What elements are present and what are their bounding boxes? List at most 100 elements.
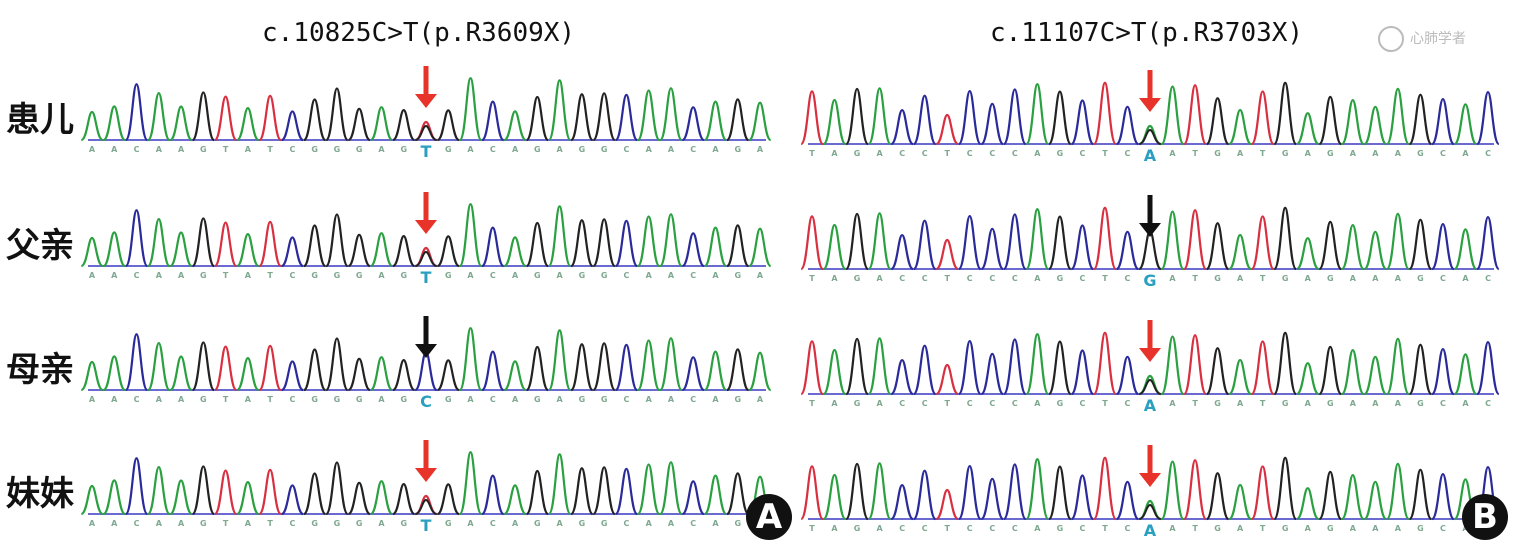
- base-call-letter: T: [944, 399, 950, 408]
- base-call-letter: A: [831, 274, 838, 283]
- base-call-letter: A: [467, 395, 474, 404]
- trace-peak: [867, 87, 892, 146]
- base-call-letter: G: [400, 271, 407, 280]
- base-call-letter: G: [200, 145, 207, 154]
- trace-peak: [592, 92, 616, 142]
- trace-peak: [1183, 459, 1207, 521]
- base-call-letter: C: [989, 524, 995, 533]
- trace-peak: [191, 91, 216, 142]
- base-call-letter: C: [1125, 399, 1131, 408]
- base-call-letter: A: [668, 145, 675, 154]
- trace-peak: [1025, 333, 1050, 396]
- trace-peak: [1318, 220, 1343, 271]
- trace-peak: [1453, 103, 1478, 146]
- trace-peak: [570, 343, 594, 392]
- trace-peak: [725, 224, 750, 268]
- trace-peak: [935, 238, 959, 271]
- trace-peak: [867, 212, 892, 271]
- trace-peak: [325, 461, 349, 516]
- base-call-letter: G: [1327, 274, 1334, 283]
- base-call-letter: G: [1417, 524, 1424, 533]
- base-call-letter: T: [1260, 524, 1266, 533]
- base-call-letter: A: [1350, 524, 1357, 533]
- base-call-letter: A: [646, 519, 653, 528]
- trace-peak: [1138, 378, 1162, 395]
- arrow-down-icon: [415, 220, 437, 234]
- base-call-letter: C: [922, 274, 928, 283]
- trace-peak: [1408, 218, 1433, 271]
- base-call-letter: T: [809, 399, 815, 408]
- base-call-letter: A: [1395, 149, 1402, 158]
- trace-peak: [236, 357, 260, 392]
- base-call-letter: T: [1102, 524, 1108, 533]
- base-call-letter: A: [1372, 149, 1379, 158]
- trace-peak: [1228, 233, 1252, 271]
- base-call-letter: A: [378, 395, 385, 404]
- trace-peak: [370, 356, 393, 392]
- base-call-letter: A: [111, 145, 118, 154]
- trace-peak: [935, 488, 959, 521]
- trace-peak: [1296, 487, 1320, 521]
- trace-peak: [614, 467, 639, 516]
- trace-peak: [102, 231, 126, 268]
- trace-peak: [1047, 465, 1072, 521]
- panel-a-badge: A: [746, 494, 792, 540]
- base-call-letter: G: [200, 271, 207, 280]
- base-call-letter: A: [1144, 396, 1157, 415]
- base-call-letter: C: [1125, 149, 1131, 158]
- base-call-letter: C: [420, 392, 432, 411]
- trace-peak: [281, 236, 304, 268]
- trace-peak: [890, 358, 914, 396]
- base-call-letter: T: [267, 395, 273, 404]
- base-call-letter: T: [267, 519, 273, 528]
- base-call-letter: C: [623, 395, 629, 404]
- trace-peak: [1431, 97, 1455, 146]
- base-call-letter: G: [601, 519, 608, 528]
- trace-peak: [1025, 458, 1050, 521]
- base-call-letter: G: [311, 271, 318, 280]
- trace-peak: [547, 329, 572, 392]
- trace-peak: [415, 250, 437, 267]
- base-call-letter: A: [178, 271, 185, 280]
- trace-peak: [370, 232, 393, 268]
- trace-peak: [725, 472, 750, 516]
- base-call-letter: G: [311, 519, 318, 528]
- base-call-letter: T: [944, 149, 950, 158]
- base-call-letter: T: [223, 395, 229, 404]
- trace-peak: [525, 95, 550, 142]
- trace-peak: [281, 110, 304, 142]
- base-call-letter: G: [200, 395, 207, 404]
- base-call-letter: C: [1485, 274, 1491, 283]
- base-call-letter: C: [623, 145, 629, 154]
- trace-peak: [124, 209, 149, 268]
- trace-peak: [503, 484, 527, 516]
- base-call-letter: A: [1462, 149, 1469, 158]
- base-call-letter: G: [534, 271, 541, 280]
- base-call-letter: A: [556, 519, 563, 528]
- base-call-letter: A: [89, 145, 96, 154]
- trace-peak: [1138, 128, 1162, 145]
- base-call-letter: G: [200, 519, 207, 528]
- base-call-letter: T: [944, 524, 950, 533]
- trace-peak: [124, 333, 149, 392]
- trace-peak: [592, 466, 616, 516]
- trace-peak: [437, 359, 460, 392]
- trace-peak: [957, 464, 982, 521]
- base-call-letter: A: [712, 395, 719, 404]
- trace-peak: [525, 469, 550, 516]
- base-call-letter: T: [267, 271, 273, 280]
- base-call-letter: C: [899, 524, 905, 533]
- trace-peak: [890, 483, 914, 521]
- base-call-letter: C: [899, 149, 905, 158]
- base-call-letter: A: [668, 271, 675, 280]
- trace-peak: [592, 218, 616, 268]
- trace-peak: [1363, 480, 1388, 521]
- trace-peak: [1453, 353, 1478, 396]
- trace-peak: [1228, 108, 1252, 146]
- base-call-letter: G: [1327, 149, 1334, 158]
- base-call-letter: C: [899, 274, 905, 283]
- base-call-letter: C: [989, 149, 995, 158]
- trace-peak: [703, 226, 728, 268]
